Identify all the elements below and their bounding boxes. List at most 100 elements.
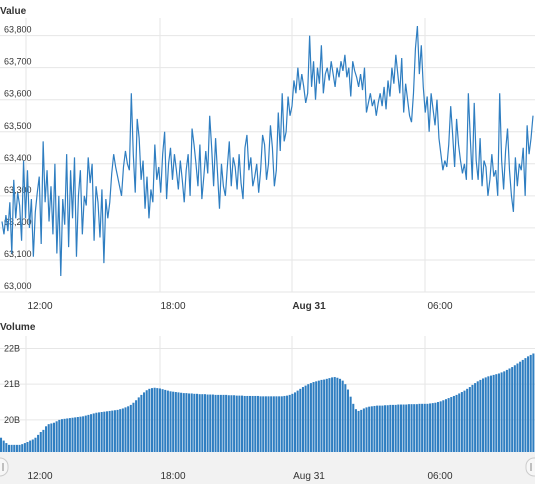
price-x-tick-label: Aug 31 bbox=[292, 301, 326, 312]
volume-bar bbox=[407, 404, 410, 452]
volume-bar bbox=[391, 404, 395, 452]
volume-bar bbox=[317, 380, 320, 452]
volume-bar bbox=[315, 381, 318, 452]
volume-bar bbox=[254, 395, 257, 452]
price-y-tick-label: 63,000 bbox=[4, 281, 32, 291]
volume-bar bbox=[31, 439, 34, 452]
volume-bar bbox=[169, 391, 172, 452]
volume-bar bbox=[121, 408, 124, 452]
volume-bar bbox=[100, 412, 103, 452]
volume-bar bbox=[203, 394, 206, 452]
volume-bar bbox=[211, 394, 214, 452]
volume-bar bbox=[248, 395, 252, 452]
volume-bar bbox=[503, 371, 506, 452]
volume-bar bbox=[206, 394, 209, 452]
price-y-tick-label: 63,800 bbox=[4, 25, 32, 35]
volume-bar bbox=[10, 444, 13, 452]
volume-bar bbox=[339, 378, 342, 452]
volume-panel-title: Volume bbox=[0, 322, 36, 333]
volume-y-tick-label: 20B bbox=[4, 415, 20, 425]
volume-bar bbox=[450, 397, 453, 452]
volume-bar bbox=[275, 396, 278, 452]
volume-bar bbox=[413, 404, 416, 452]
volume-bar bbox=[185, 393, 188, 452]
volume-bar bbox=[492, 374, 495, 452]
volume-bar bbox=[513, 365, 516, 452]
volume-bar bbox=[92, 413, 95, 452]
volume-bar bbox=[26, 442, 29, 452]
volume-bar bbox=[68, 418, 71, 452]
volume-bar bbox=[71, 417, 74, 452]
volume-bar bbox=[328, 378, 331, 452]
volume-bar bbox=[79, 416, 82, 452]
volume-bar bbox=[307, 384, 310, 452]
price-y-tick-label: 63,200 bbox=[4, 217, 32, 227]
volume-bar bbox=[410, 404, 413, 452]
volume-bar bbox=[341, 380, 344, 452]
volume-bar bbox=[426, 403, 429, 452]
volume-bar bbox=[29, 440, 32, 452]
volume-bar bbox=[418, 403, 421, 452]
price-y-tick-label: 63,500 bbox=[4, 121, 32, 131]
volume-bar bbox=[516, 363, 519, 452]
volume-bar bbox=[58, 419, 61, 452]
volume-bar bbox=[264, 396, 267, 452]
volume-bar bbox=[256, 395, 259, 452]
volume-bar bbox=[455, 394, 458, 452]
price-x-tick-label: 12:00 bbox=[27, 301, 52, 312]
volume-bar bbox=[243, 395, 246, 452]
volume-bar bbox=[132, 402, 135, 452]
volume-bar bbox=[47, 424, 50, 452]
volume-bar bbox=[365, 407, 368, 452]
volume-bar bbox=[15, 444, 18, 452]
volume-bar bbox=[378, 405, 381, 452]
volume-bar bbox=[156, 388, 159, 452]
price-series-line bbox=[1, 25, 534, 277]
volume-bar bbox=[201, 394, 204, 452]
volume-bar bbox=[116, 409, 119, 452]
volume-bar bbox=[7, 444, 10, 452]
volume-bar bbox=[278, 396, 281, 452]
price-x-tick-label: 18:00 bbox=[160, 301, 185, 312]
volume-bar bbox=[346, 389, 350, 452]
volume-bar bbox=[180, 392, 183, 452]
navigator-right-handle[interactable] bbox=[525, 457, 535, 477]
volume-bar bbox=[333, 377, 336, 452]
volume-bar bbox=[444, 399, 447, 452]
volume-bar bbox=[489, 375, 493, 452]
volume-bar bbox=[84, 415, 87, 452]
volume-bar bbox=[397, 404, 400, 452]
volume-bar bbox=[386, 405, 389, 452]
volume-bar bbox=[34, 437, 37, 452]
volume-bar bbox=[299, 388, 302, 452]
volume-bar bbox=[63, 418, 66, 452]
volume-bar bbox=[87, 414, 90, 452]
price-gridlines bbox=[0, 18, 535, 293]
volume-bar bbox=[174, 392, 177, 452]
volume-bar bbox=[301, 387, 304, 452]
volume-bar bbox=[105, 411, 108, 452]
volume-bar bbox=[325, 378, 328, 452]
price-x-axis: 12:00 18:00 Aug 31 06:00 bbox=[27, 301, 452, 312]
volume-bar bbox=[238, 395, 241, 452]
volume-bar bbox=[225, 394, 228, 452]
volume-bar bbox=[291, 393, 294, 452]
volume-bar bbox=[143, 392, 146, 452]
volume-bar bbox=[108, 410, 111, 452]
volume-bar bbox=[21, 444, 24, 452]
volume-bar bbox=[497, 373, 500, 452]
volume-x-tick-label: Aug 31 bbox=[293, 471, 325, 482]
volume-bar bbox=[429, 403, 432, 452]
volume-bar bbox=[280, 396, 283, 452]
volume-bar bbox=[135, 400, 138, 452]
navigator-strip[interactable] bbox=[0, 452, 535, 484]
volume-y-tick-label: 21B bbox=[4, 379, 20, 389]
volume-bar bbox=[164, 389, 167, 452]
volume-bar bbox=[137, 397, 140, 452]
volume-bar bbox=[259, 396, 262, 452]
volume-bar bbox=[527, 356, 530, 452]
volume-bar bbox=[521, 359, 524, 452]
volume-bar bbox=[140, 394, 143, 452]
navigator-left-handle[interactable] bbox=[0, 457, 9, 477]
volume-bar bbox=[529, 354, 532, 452]
